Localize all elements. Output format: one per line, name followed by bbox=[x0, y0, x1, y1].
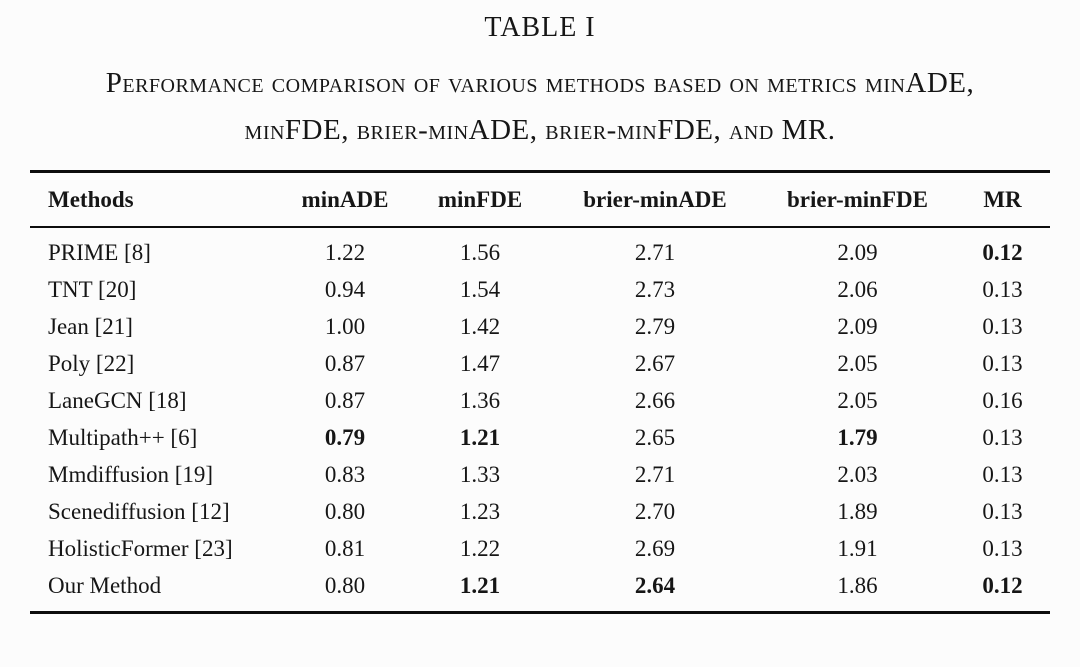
column-header-minade: minADE bbox=[280, 171, 410, 228]
metric-value-cell: 2.03 bbox=[837, 462, 878, 487]
metric-value-cell: 2.66 bbox=[634, 388, 676, 413]
metric-value-cell: 2.06 bbox=[837, 277, 878, 302]
method-name-cell: HolisticFormer [23] bbox=[48, 536, 233, 561]
metric-value-cell: 2.71 bbox=[634, 462, 676, 487]
table-body: PRIME [8] 1.22 1.56 2.71 2.09 0.12 TNT [20] 0.9… bbox=[30, 227, 1050, 613]
metric-value-cell: 0.94 bbox=[324, 277, 366, 302]
table-row: Mmdiffusion [19] 0.83 1.33 2.71 2.03 0.13 bbox=[30, 457, 1050, 494]
metric-value-cell: 1.36 bbox=[459, 388, 501, 413]
metric-value-cell: 1.91 bbox=[837, 536, 878, 561]
metric-value-cell: 1.21 bbox=[459, 573, 501, 598]
table-header: Methods minADE minFDE brier-minADE brier… bbox=[30, 171, 1050, 228]
column-header-brier-minade: brier-minADE bbox=[550, 171, 760, 228]
metric-value-cell: 2.05 bbox=[837, 351, 878, 376]
metric-value-cell: 0.79 bbox=[324, 425, 366, 450]
metric-value-cell: 1.89 bbox=[837, 499, 878, 524]
method-name-cell: TNT [20] bbox=[48, 277, 137, 302]
metric-value-cell: 0.12 bbox=[982, 240, 1023, 265]
table-row: Our Method 0.80 1.21 2.64 1.86 0.12 bbox=[30, 568, 1050, 613]
metric-value-cell: 1.47 bbox=[459, 351, 501, 376]
metric-value-cell: 1.21 bbox=[459, 425, 501, 450]
metric-value-cell: 0.16 bbox=[982, 388, 1023, 413]
metric-value-cell: 2.70 bbox=[634, 499, 676, 524]
column-header-methods: Methods bbox=[30, 171, 280, 228]
method-name-cell: Poly [22] bbox=[48, 351, 135, 376]
table-row: LaneGCN [18] 0.87 1.36 2.66 2.05 0.16 bbox=[30, 383, 1050, 420]
column-header-mr: MR bbox=[955, 171, 1050, 228]
method-name-cell: Multipath++ [6] bbox=[48, 425, 198, 450]
method-name-cell: PRIME [8] bbox=[48, 240, 151, 265]
metric-value-cell: 0.80 bbox=[324, 573, 366, 598]
metric-value-cell: 2.71 bbox=[634, 240, 676, 265]
metric-value-cell: 1.56 bbox=[459, 240, 501, 265]
metric-value-cell: 2.09 bbox=[837, 314, 878, 339]
metric-value-cell: 0.87 bbox=[324, 388, 366, 413]
metric-value-cell: 2.65 bbox=[634, 425, 676, 450]
metric-value-cell: 2.09 bbox=[837, 240, 878, 265]
metric-value-cell: 1.22 bbox=[459, 536, 501, 561]
metric-value-cell: 2.67 bbox=[634, 351, 676, 376]
metric-value-cell: 0.81 bbox=[324, 536, 366, 561]
table-header-row: Methods minADE minFDE brier-minADE brier… bbox=[30, 171, 1050, 228]
method-name-cell: Jean [21] bbox=[48, 314, 133, 339]
metric-value-cell: 0.13 bbox=[982, 314, 1023, 339]
metric-value-cell: 2.73 bbox=[634, 277, 676, 302]
metric-value-cell: 1.23 bbox=[459, 499, 501, 524]
column-header-brier-minfde: brier-minFDE bbox=[760, 171, 955, 228]
metric-value-cell: 0.13 bbox=[982, 277, 1023, 302]
metric-value-cell: 0.87 bbox=[324, 351, 366, 376]
table-row: PRIME [8] 1.22 1.56 2.71 2.09 0.12 bbox=[30, 227, 1050, 272]
method-name-cell: Scenediffusion [12] bbox=[48, 499, 230, 524]
metric-value-cell: 0.80 bbox=[324, 499, 366, 524]
metric-value-cell: 0.83 bbox=[324, 462, 366, 487]
table-row: TNT [20] 0.94 1.54 2.73 2.06 0.13 bbox=[30, 272, 1050, 309]
method-name-cell: Our Method bbox=[48, 573, 162, 598]
metric-value-cell: 1.54 bbox=[459, 277, 501, 302]
metric-value-cell: 0.13 bbox=[982, 536, 1023, 561]
metric-value-cell: 1.33 bbox=[459, 462, 501, 487]
table-row: Scenediffusion [12] 0.80 1.23 2.70 1.89 0.13 bbox=[30, 494, 1050, 531]
metric-value-cell: 0.13 bbox=[982, 425, 1023, 450]
metric-value-cell: 2.69 bbox=[634, 536, 676, 561]
metric-value-cell: 1.42 bbox=[459, 314, 501, 339]
table-row: Poly [22] 0.87 1.47 2.67 2.05 0.13 bbox=[30, 346, 1050, 383]
table-row: HolisticFormer [23] 0.81 1.22 2.69 1.91 0.13 bbox=[30, 531, 1050, 568]
metric-value-cell: 0.12 bbox=[982, 573, 1023, 598]
metric-value-cell: 2.64 bbox=[634, 573, 676, 598]
results-table: Methods minADE minFDE brier-minADE brier… bbox=[30, 170, 1050, 614]
table-row: Multipath++ [6] 0.79 1.21 2.65 1.79 0.13 bbox=[30, 420, 1050, 457]
metric-value-cell: 1.00 bbox=[324, 314, 366, 339]
metric-value-cell: 0.13 bbox=[982, 499, 1023, 524]
method-name-cell: LaneGCN [18] bbox=[48, 388, 187, 413]
method-name-cell: Mmdiffusion [19] bbox=[48, 462, 214, 487]
table-row: Jean [21] 1.00 1.42 2.79 2.09 0.13 bbox=[30, 309, 1050, 346]
column-header-minfde: minFDE bbox=[410, 171, 550, 228]
metric-value-cell: 0.13 bbox=[982, 351, 1023, 376]
metric-value-cell: 1.22 bbox=[324, 240, 366, 265]
metric-value-cell: 1.79 bbox=[837, 425, 878, 450]
table-caption: Performance comparison of various method… bbox=[105, 67, 975, 146]
metric-value-cell: 2.05 bbox=[837, 388, 878, 413]
metric-value-cell: 1.86 bbox=[837, 573, 878, 598]
metric-value-cell: 2.79 bbox=[634, 314, 676, 339]
table-title: TABLE I bbox=[484, 12, 596, 43]
metric-value-cell: 0.13 bbox=[982, 462, 1023, 487]
